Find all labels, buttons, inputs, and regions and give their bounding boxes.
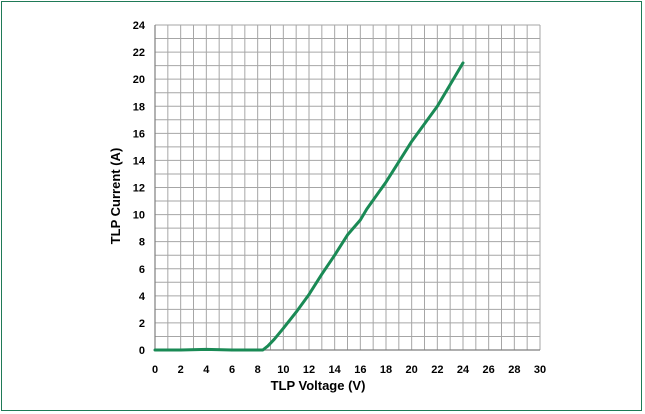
y-tick-label: 6 xyxy=(139,264,145,276)
x-tick-label: 16 xyxy=(354,364,366,376)
x-tick-label: 4 xyxy=(203,364,210,376)
y-tick-label: 4 xyxy=(139,291,146,303)
x-tick-label: 30 xyxy=(534,364,546,376)
y-tick-label: 12 xyxy=(133,183,145,195)
x-tick-labels: 0 2 4 6 8 10 12 14 16 18 20 22 24 26 28 30 xyxy=(152,364,546,376)
x-tick-label: 2 xyxy=(178,364,184,376)
x-tick-label: 28 xyxy=(508,364,520,376)
y-tick-label: 22 xyxy=(133,47,145,59)
y-tick-label: 24 xyxy=(133,20,146,32)
y-tick-label: 10 xyxy=(133,210,145,222)
y-tick-label: 14 xyxy=(133,155,146,167)
x-tick-label: 8 xyxy=(255,364,261,376)
series-layer xyxy=(153,61,465,352)
y-axis-title: TLP Current (A) xyxy=(108,148,123,245)
x-tick-label: 12 xyxy=(303,364,315,376)
x-tick-label: 26 xyxy=(483,364,495,376)
x-tick-label: 14 xyxy=(329,364,342,376)
y-tick-label: 18 xyxy=(133,101,145,113)
x-tick-label: 10 xyxy=(277,364,289,376)
x-tick-label: 22 xyxy=(431,364,443,376)
y-tick-label: 16 xyxy=(133,128,145,140)
y-tick-label: 2 xyxy=(139,318,145,330)
y-tick-label: 8 xyxy=(139,237,145,249)
series-line-0 xyxy=(153,61,465,352)
x-tick-label: 24 xyxy=(457,364,470,376)
y-tick-label: 20 xyxy=(133,74,145,86)
x-tick-label: 6 xyxy=(229,364,235,376)
x-tick-label: 0 xyxy=(152,364,158,376)
grid xyxy=(154,24,541,351)
x-tick-label: 20 xyxy=(406,364,418,376)
x-tick-label: 18 xyxy=(380,364,392,376)
x-axis-title: TLP Voltage (V) xyxy=(271,378,366,393)
y-tick-label: 0 xyxy=(139,345,145,357)
